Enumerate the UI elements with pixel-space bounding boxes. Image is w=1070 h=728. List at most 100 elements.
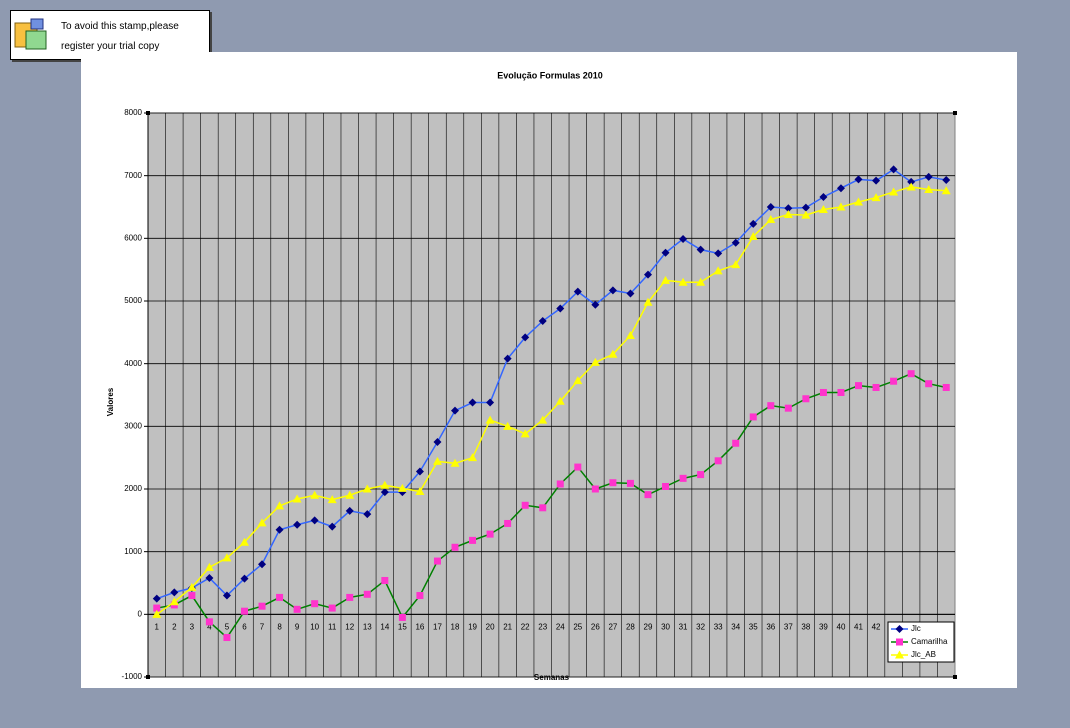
marker xyxy=(293,520,302,529)
marker xyxy=(731,260,741,269)
marker xyxy=(310,490,320,499)
marker xyxy=(784,404,792,412)
marker xyxy=(625,330,635,339)
stamp-text: register your trial copy xyxy=(61,41,160,52)
marker xyxy=(152,609,162,618)
marker xyxy=(311,600,319,608)
marker xyxy=(292,494,302,503)
marker xyxy=(293,605,301,613)
marker xyxy=(608,349,618,358)
y-tick-label: 4000 xyxy=(124,359,142,368)
marker xyxy=(433,557,441,565)
marker xyxy=(678,277,688,286)
marker xyxy=(697,471,705,479)
marker xyxy=(889,187,899,196)
x-tick-label: 24 xyxy=(556,622,565,631)
x-tick-label: 32 xyxy=(696,622,705,631)
marker xyxy=(152,594,161,603)
marker xyxy=(942,176,951,185)
x-tick-label: 10 xyxy=(310,622,319,631)
marker xyxy=(469,536,477,544)
marker xyxy=(836,184,845,193)
x-tick-label: 18 xyxy=(451,622,460,631)
marker xyxy=(170,588,179,597)
marker xyxy=(801,203,810,212)
marker xyxy=(872,383,880,391)
marker xyxy=(783,210,793,219)
marker xyxy=(328,604,336,612)
x-tick-label: 29 xyxy=(644,622,653,631)
x-tick-label: 25 xyxy=(573,622,582,631)
marker xyxy=(556,480,564,488)
marker xyxy=(837,388,845,396)
marker xyxy=(591,300,600,309)
x-tick-label: 3 xyxy=(190,622,195,631)
marker xyxy=(766,203,775,211)
legend-label: Camarilha xyxy=(911,637,948,646)
x-tick-label: 35 xyxy=(749,622,758,631)
marker xyxy=(896,638,903,646)
y-tick-label: 2000 xyxy=(124,484,142,493)
marker xyxy=(925,380,933,388)
marker xyxy=(538,415,548,424)
handle xyxy=(953,675,957,679)
x-tick-label: 17 xyxy=(433,622,442,631)
x-tick-label: 34 xyxy=(731,622,740,631)
marker xyxy=(890,377,898,385)
marker xyxy=(362,484,372,493)
marker xyxy=(153,604,161,612)
x-tick-label: 12 xyxy=(345,622,354,631)
marker xyxy=(433,438,442,446)
marker xyxy=(327,495,337,504)
x-tick-label: 30 xyxy=(661,622,670,631)
marker xyxy=(258,560,267,569)
trial-stamp: To avoid this stamp,please register your… xyxy=(10,10,210,60)
marker xyxy=(767,402,775,410)
marker xyxy=(521,501,529,509)
marker xyxy=(696,245,705,254)
x-tick-label: 28 xyxy=(626,622,635,631)
x-tick-label: 15 xyxy=(398,622,407,631)
marker xyxy=(451,543,459,551)
marker xyxy=(608,286,617,295)
marker xyxy=(381,576,389,584)
series-line xyxy=(156,372,947,639)
marker xyxy=(748,231,758,240)
marker xyxy=(432,456,442,465)
marker xyxy=(749,413,757,421)
x-tick-label: 8 xyxy=(277,622,282,631)
x-tick-label: 19 xyxy=(468,622,477,631)
x-tick-label: 5 xyxy=(225,622,230,631)
x-tick-label: 6 xyxy=(242,622,247,631)
marker xyxy=(485,415,495,424)
marker xyxy=(486,398,495,407)
marker xyxy=(854,175,863,184)
x-tick-label: 2 xyxy=(172,622,177,631)
marker xyxy=(538,317,547,326)
marker xyxy=(679,234,688,243)
x-tick-label: 27 xyxy=(608,622,617,631)
x-tick-label: 40 xyxy=(837,622,846,631)
marker xyxy=(801,210,811,219)
marker xyxy=(590,357,600,366)
marker xyxy=(468,398,477,407)
marker xyxy=(626,289,635,298)
marker xyxy=(204,562,214,571)
marker xyxy=(222,553,232,562)
marker xyxy=(363,590,371,598)
marker xyxy=(941,186,951,195)
marker xyxy=(802,395,810,403)
marker xyxy=(609,479,617,487)
chart: Evolução Formulas 2010 Valores -1000 0 100… xyxy=(81,52,1017,688)
marker xyxy=(222,591,231,600)
legend-label: Jlc xyxy=(911,624,921,633)
handle xyxy=(146,675,150,679)
marker xyxy=(819,192,828,201)
x-tick-label: 4 xyxy=(207,622,212,631)
y-tick-label: 5000 xyxy=(124,296,142,305)
marker xyxy=(573,287,582,296)
marker xyxy=(784,204,793,213)
marker xyxy=(450,458,460,467)
x-tick-label: 21 xyxy=(503,622,512,631)
marker xyxy=(345,490,355,499)
